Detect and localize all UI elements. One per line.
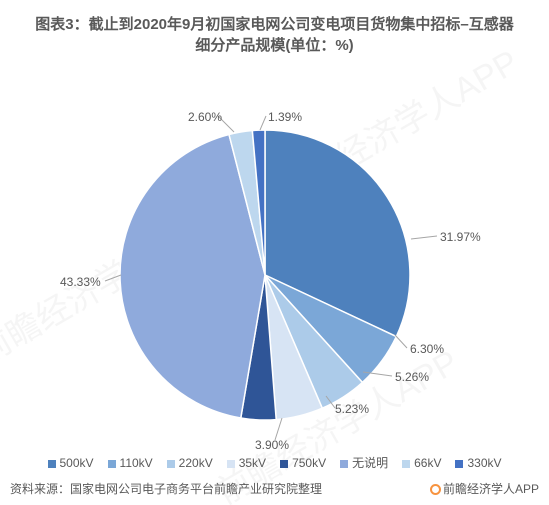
leader-line xyxy=(105,275,121,281)
leader-line xyxy=(275,418,282,440)
legend-item: 330kV xyxy=(455,456,501,470)
legend-label: 500kV xyxy=(60,456,94,470)
legend-label: 66kV xyxy=(414,456,441,470)
legend-label: 750kV xyxy=(292,456,326,470)
legend-swatch xyxy=(280,460,288,468)
data-label: 6.30% xyxy=(410,342,444,356)
footer-brand: 前瞻经济学人APP xyxy=(430,480,539,497)
legend-item: 220kV xyxy=(167,456,213,470)
leader-line xyxy=(260,116,266,130)
legend-item: 35kV xyxy=(227,456,266,470)
legend-label: 110kV xyxy=(120,456,153,470)
data-label: 1.39% xyxy=(268,110,302,124)
data-label: 2.60% xyxy=(188,110,222,124)
legend-item: 500kV xyxy=(48,456,94,470)
legend-label: 220kV xyxy=(179,456,213,470)
legend-swatch xyxy=(340,460,348,468)
data-label: 43.33% xyxy=(60,275,101,289)
logo-icon xyxy=(430,484,441,495)
pie-chart: 31.97%6.30%5.26%5.23%3.90%43.33%2.60%1.3… xyxy=(0,70,549,440)
legend-swatch xyxy=(108,460,116,468)
legend-item: 66kV xyxy=(402,456,441,470)
legend-label: 无说明 xyxy=(352,456,388,470)
data-label: 31.97% xyxy=(440,230,481,244)
data-label: 5.23% xyxy=(335,402,369,416)
footer-source: 资料来源：国家电网公司电子商务平台前瞻产业研究院整理 xyxy=(10,480,322,497)
legend-swatch xyxy=(167,460,175,468)
data-label: 3.90% xyxy=(255,438,289,452)
legend: 500kV 110kV 220kV 35kV 750kV 无说明 66kV 330kV xyxy=(0,454,549,471)
leader-line xyxy=(395,335,407,348)
legend-item: 无说明 xyxy=(340,454,388,471)
leader-line xyxy=(411,236,437,239)
legend-swatch xyxy=(455,460,463,468)
legend-swatch xyxy=(227,460,235,468)
chart-title: 图表3：截止到2020年9月初国家电网公司变电项目货物集中招标–互感器细分产品规… xyxy=(0,14,549,56)
legend-label: 330kV xyxy=(467,456,501,470)
legend-item: 750kV xyxy=(280,456,326,470)
footer-brand-text: 前瞻经济学人APP xyxy=(443,482,539,496)
legend-swatch xyxy=(48,460,56,468)
legend-swatch xyxy=(402,460,410,468)
legend-label: 35kV xyxy=(239,456,266,470)
legend-item: 110kV xyxy=(108,456,153,470)
data-label: 5.26% xyxy=(395,370,429,384)
